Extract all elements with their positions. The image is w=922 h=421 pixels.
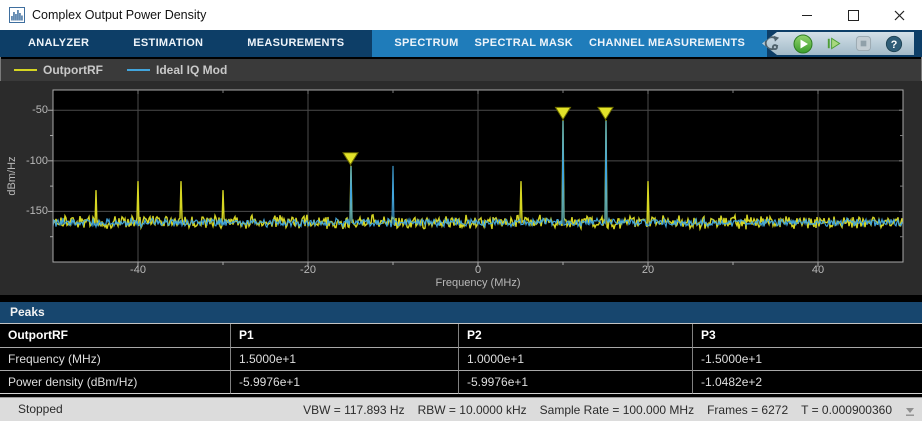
stop-icon — [856, 35, 872, 52]
peaks-cell: -1.0482e+2 — [692, 371, 922, 394]
stop-button[interactable] — [854, 34, 874, 54]
peak-marker[interactable] — [342, 152, 359, 166]
run-button[interactable] — [793, 34, 813, 54]
peaks-cell: 1.5000e+1 — [230, 348, 458, 371]
peaks-cell: 1.0000e+1 — [458, 348, 692, 371]
legend-line-swatch — [126, 69, 150, 71]
status-bar: Stopped VBW = 117.893 Hz RBW = 10.0000 kH… — [0, 397, 922, 421]
spectrum-analyzer-app-icon — [9, 7, 25, 23]
trace-ideal-iq-mod — [53, 120, 903, 230]
ribbon-main-tabs: ANALYZER ESTIMATION MEASUREMENTS — [0, 30, 366, 57]
ribbon: ANALYZER ESTIMATION MEASUREMENTS SPECTRUM S… — [0, 30, 922, 57]
status-metric: RBW = 10.0000 kHz — [417, 402, 527, 417]
tab-spectral-mask[interactable]: SPECTRAL MASK — [474, 37, 573, 49]
peaks-panel: Peaks OutportRF P1 P2 P3 Frequency (MHz) 1.50… — [0, 295, 922, 397]
svg-text:?: ? — [891, 38, 898, 50]
peaks-cell: -5.9976e+1 — [458, 371, 692, 394]
tab-measurements[interactable]: MEASUREMENTS — [247, 37, 345, 49]
x-axis-label: Frequency (MHz) — [435, 277, 521, 289]
legend-item-ideal-iq-mod[interactable]: Ideal IQ Mod — [126, 63, 228, 77]
legend-line-swatch — [14, 69, 37, 71]
peaks-table: OutportRF P1 P2 P3 Frequency (MHz) 1.5000e+1 1… — [0, 323, 922, 394]
minimize-icon — [802, 14, 812, 16]
status-metric: T = 0.000900360 — [801, 402, 892, 417]
status-metric: Sample Rate = 100.000 MHz — [539, 402, 695, 417]
simulation-status: Stopped — [18, 402, 63, 416]
maximize-icon — [847, 9, 859, 21]
status-metric: VBW = 117.893 Hz — [303, 402, 405, 417]
peaks-row-label: Power density (dBm/Hz) — [0, 371, 230, 394]
legend: OutportRF Ideal IQ Mod — [0, 57, 922, 81]
legend-item-outportrf[interactable]: OutportRF — [14, 63, 103, 77]
legend-label: Ideal IQ Mod — [155, 63, 228, 77]
tab-channel-measurements[interactable]: CHANNEL MEASUREMENTS — [588, 37, 746, 49]
run-icon — [793, 34, 812, 53]
playback-toolbar: ? — [762, 32, 914, 55]
help-button[interactable]: ? — [885, 34, 905, 54]
spectrum-plot-canvas[interactable] — [0, 81, 922, 295]
peak-marker[interactable] — [554, 106, 572, 121]
run-with-settings-button[interactable] — [762, 34, 782, 54]
maximize-button[interactable] — [830, 0, 876, 30]
y-axis-label: dBm/Hz — [6, 156, 18, 196]
peaks-cell: -1.5000e+1 — [692, 348, 922, 371]
window-title: Complex Output Power Density — [32, 8, 207, 22]
tab-estimation[interactable]: ESTIMATION — [133, 37, 204, 49]
help-icon: ? — [886, 35, 903, 52]
ribbon-contextual-tabs: SPECTRUM SPECTRAL MASK CHANNEL MEASUREMENT… — [372, 30, 768, 57]
spectrum-plot[interactable]: -50 -100 -150 -40 -20 0 20 40 Frequency (MHz) d… — [0, 81, 922, 295]
statusbar-collapse-icon[interactable] — [904, 404, 916, 416]
peak-marker[interactable] — [597, 106, 614, 121]
peaks-column-header: P3 — [692, 324, 922, 348]
close-icon — [894, 10, 904, 20]
titlebar: Complex Output Power Density — [0, 0, 922, 30]
minimize-button[interactable] — [784, 0, 830, 30]
run-with-settings-icon — [765, 35, 780, 51]
peaks-column-header: P2 — [458, 324, 692, 348]
peaks-panel-title: Peaks — [0, 302, 922, 323]
peaks-column-header: OutportRF — [0, 324, 230, 348]
status-metric: Frames = 6272 — [707, 402, 789, 417]
peaks-cell: -5.9976e+1 — [230, 371, 458, 394]
step-forward-icon — [827, 37, 841, 50]
peaks-column-header: P1 — [230, 324, 458, 348]
step-forward-button[interactable] — [824, 34, 844, 54]
close-button[interactable] — [876, 0, 922, 30]
peaks-row-label: Frequency (MHz) — [0, 348, 230, 371]
legend-label: OutportRF — [43, 63, 103, 77]
tab-analyzer[interactable]: ANALYZER — [28, 37, 90, 49]
status-metrics: VBW = 117.893 Hz RBW = 10.0000 kHz Sample … — [303, 398, 892, 421]
tab-spectrum[interactable]: SPECTRUM — [394, 37, 459, 49]
